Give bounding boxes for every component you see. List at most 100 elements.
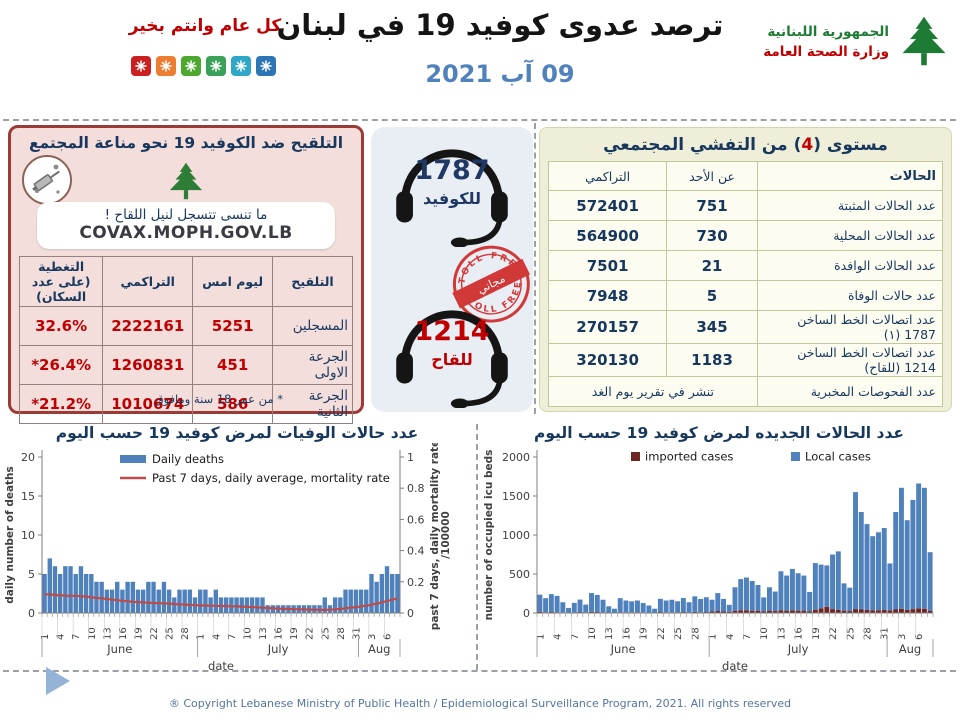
svg-text:5: 5 [28,568,35,581]
vaccine-registration-callout: ما تنسى تتسجل لنيل اللقاح ! COVAX.MOPH.G… [37,202,335,249]
cumulative-value: 7501 [547,250,668,281]
chart-divider [476,424,478,670]
svg-text:0.2: 0.2 [407,576,425,589]
panel-divider [534,123,536,414]
svg-text:13: 13 [776,627,787,640]
cedar-tree-icon [896,12,952,74]
svg-text:28: 28 [690,627,701,640]
svg-text:1: 1 [708,634,719,640]
hotline-panel: 1787 للكوفيد TOLL FREE TOLL FREE [371,127,533,412]
svg-text:15: 15 [21,490,35,503]
new-cases-chart: عدد الحالات الجديده لمرض كوفيد 19 حسب ال… [481,424,957,687]
row-label: عدد حالات الوفاة [756,280,944,311]
svg-text:2000: 2000 [502,451,530,464]
yesterday-value: 586 [192,384,274,424]
cumulative-value: 564900 [547,220,668,251]
svg-text:date: date [722,659,748,673]
row-label: المسجلين [272,306,353,346]
svg-text:daily number of deaths: daily number of deaths [4,466,16,604]
svg-text:500: 500 [509,568,530,581]
svg-text:22: 22 [828,627,839,640]
svg-text:25: 25 [673,627,684,640]
row-label: عدد اتصالات الخط الساخن 1214 (للقاح) [756,343,944,377]
header-divider [3,119,956,121]
svg-text:6: 6 [914,634,925,640]
table-row: عدد اتصالات الخط الساخن 1214 (للقاح) 118… [547,343,944,377]
svg-text:0.6: 0.6 [407,513,425,526]
col-header-vaccination: التلقيح [272,256,353,307]
cumulative-value: 1260831 [102,345,194,385]
svg-text:16: 16 [622,627,633,640]
svg-text:28: 28 [336,627,347,640]
table-row: عدد الحالات المحلية 730 564900 [547,220,944,251]
table-row: عدد الحالات الوافدة 21 7501 [547,250,944,281]
svg-text:Aug: Aug [899,642,921,656]
svg-text:25: 25 [165,627,176,640]
lab-tests-note: تنشر في تقرير يوم الغد [548,376,758,407]
svg-text:Aug: Aug [368,642,390,656]
covax-url[interactable]: COVAX.MOPH.GOV.LB [79,223,293,243]
table-header-row: التلقيح ليوم امس التراكمي التغطية (على ع… [18,256,353,307]
cedar-tree-small-icon [164,160,208,206]
row-label: عدد الحالات المثبتة [756,190,944,221]
svg-text:31: 31 [351,627,362,640]
covid-hotline: 1787 للكوفيد [385,131,519,251]
svg-text:22: 22 [305,627,316,640]
svg-text:20: 20 [21,451,35,464]
svg-text:4: 4 [553,634,564,640]
festive-badge [231,56,251,76]
sunday-value: 21 [666,250,758,281]
yesterday-value: 451 [192,345,274,385]
table-row: عدد الفحوصات المخبرية تنشر في تقرير يوم … [548,376,944,407]
corner-arrow-icon [46,667,70,695]
spread-level-title: مستوى (4) من التفشي المجتمعي [603,135,888,155]
cumulative-value: 1010674 [102,384,194,424]
col-header-cumulative: التراكمي [102,256,194,307]
svg-text:0: 0 [28,607,35,620]
table-row: عدد حالات الوفاة 5 7948 [547,280,944,311]
svg-text:10: 10 [21,529,35,542]
col-header-yesterday: ليوم امس [192,256,274,307]
cumulative-value: 320130 [547,343,668,377]
svg-text:31: 31 [880,627,891,640]
row-label: عدد الحالات المحلية [756,220,944,251]
vaccination-panel-title: التلقيح ضد الكوفيد 19 نحو مناعة المجتمع [28,134,344,152]
daily-deaths-chart: عدد حالات الوفيات لمرض كوفيد 19 حسب اليو… [2,424,472,687]
row-label: عدد الفحوصات المخبرية [756,376,944,407]
svg-text:3: 3 [897,634,908,640]
svg-text:10: 10 [87,627,98,640]
ministry-logo-text: الجمهورية اللبنانية وزارة الصحة العامة [763,23,889,62]
svg-text:22: 22 [656,627,667,640]
sunday-value: 751 [666,190,758,221]
row-label: عدد اتصالات الخط الساخن 1787 (١) [756,310,944,344]
table-row: المسجلين 5251 2222161 32.6% [18,306,353,346]
row-label: الجرعة الثانية [272,384,353,424]
svg-text:July: July [267,642,289,656]
cumulative-value: 7948 [547,280,668,311]
sunday-value: 345 [666,310,758,344]
svg-text:1: 1 [407,451,414,464]
svg-text:10: 10 [242,627,253,640]
svg-text:16: 16 [794,627,805,640]
svg-text:1500: 1500 [502,490,530,503]
cases-chart-title: عدد الحالات الجديده لمرض كوفيد 19 حسب ال… [533,424,905,442]
svg-text:June: June [106,642,132,656]
svg-text:4: 4 [725,634,736,640]
vaccine-hotline-number: 1214 [414,316,490,347]
svg-text:0: 0 [407,607,414,620]
table-row: الجرعة الثانية 586 1010674 *21.2% [18,384,353,424]
svg-text:1: 1 [196,634,207,640]
svg-text:June: June [610,642,636,656]
vaccination-table: التلقيح ليوم امس التراكمي التغطية (على ع… [18,256,353,424]
svg-text:Local cases: Local cases [805,450,871,464]
table-row: عدد اتصالات الخط الساخن 1787 (١) 345 270… [547,310,944,344]
headset-icon [385,310,519,412]
svg-text:7: 7 [71,634,82,640]
cumulative-value: 2222161 [102,306,194,346]
festive-badge [256,56,276,76]
svg-text:7: 7 [227,634,238,640]
svg-text:Daily deaths: Daily deaths [152,452,224,466]
